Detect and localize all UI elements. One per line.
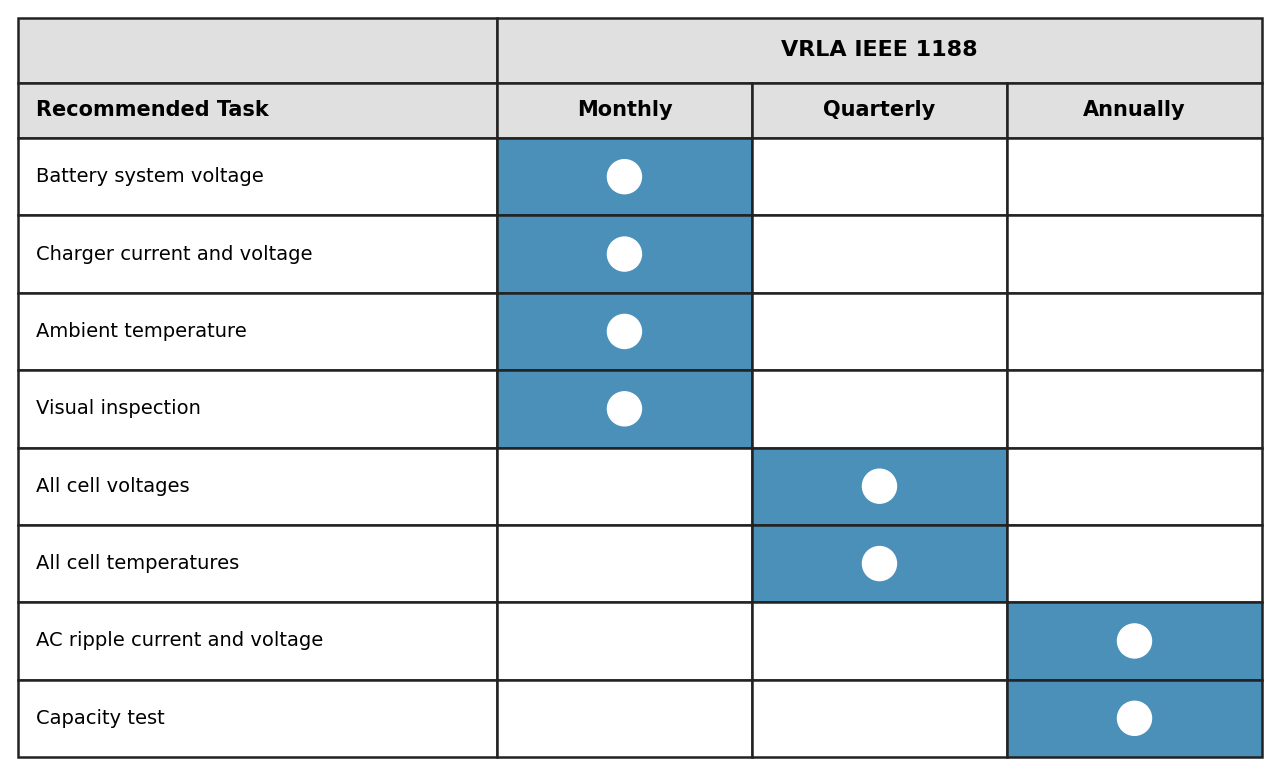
Bar: [751, 138, 1007, 215]
Bar: [497, 447, 751, 525]
Bar: [1007, 83, 1262, 138]
Bar: [18, 680, 497, 757]
Text: VRLA IEEE 1188: VRLA IEEE 1188: [781, 40, 978, 60]
Bar: [751, 680, 1007, 757]
Bar: [18, 370, 497, 447]
Bar: [18, 83, 497, 138]
Bar: [751, 83, 1007, 138]
Text: All cell voltages: All cell voltages: [36, 477, 189, 496]
Text: Visual inspection: Visual inspection: [36, 399, 201, 418]
Bar: [18, 447, 497, 525]
Text: All cell temperatures: All cell temperatures: [36, 554, 239, 573]
Bar: [497, 293, 751, 370]
Circle shape: [863, 469, 896, 503]
Text: Quarterly: Quarterly: [823, 101, 936, 120]
Bar: [751, 293, 1007, 370]
Bar: [497, 83, 751, 138]
Bar: [497, 680, 751, 757]
Text: Battery system voltage: Battery system voltage: [36, 167, 264, 186]
Bar: [18, 293, 497, 370]
Text: Monthly: Monthly: [576, 101, 672, 120]
Bar: [751, 525, 1007, 602]
Bar: [1007, 680, 1262, 757]
Bar: [497, 18, 1262, 83]
Bar: [497, 525, 751, 602]
Text: Recommended Task: Recommended Task: [36, 101, 269, 120]
Bar: [18, 18, 497, 83]
Bar: [1007, 215, 1262, 293]
Bar: [751, 215, 1007, 293]
Circle shape: [608, 160, 641, 194]
Circle shape: [608, 315, 641, 349]
Bar: [1007, 525, 1262, 602]
Bar: [18, 525, 497, 602]
Bar: [1007, 447, 1262, 525]
Bar: [1007, 370, 1262, 447]
Circle shape: [1117, 701, 1152, 735]
Bar: [1007, 293, 1262, 370]
Bar: [751, 602, 1007, 680]
Circle shape: [608, 237, 641, 271]
Text: Capacity test: Capacity test: [36, 709, 165, 728]
Bar: [18, 138, 497, 215]
Bar: [18, 215, 497, 293]
Bar: [751, 370, 1007, 447]
Bar: [497, 370, 751, 447]
Bar: [497, 138, 751, 215]
Text: Charger current and voltage: Charger current and voltage: [36, 245, 312, 264]
Bar: [1007, 138, 1262, 215]
Bar: [497, 215, 751, 293]
Circle shape: [1117, 624, 1152, 658]
Bar: [18, 602, 497, 680]
Circle shape: [863, 546, 896, 580]
Text: Ambient temperature: Ambient temperature: [36, 322, 247, 341]
Bar: [497, 602, 751, 680]
Bar: [1007, 602, 1262, 680]
Text: Annually: Annually: [1083, 101, 1185, 120]
Text: AC ripple current and voltage: AC ripple current and voltage: [36, 632, 324, 650]
Bar: [751, 447, 1007, 525]
Circle shape: [608, 392, 641, 425]
